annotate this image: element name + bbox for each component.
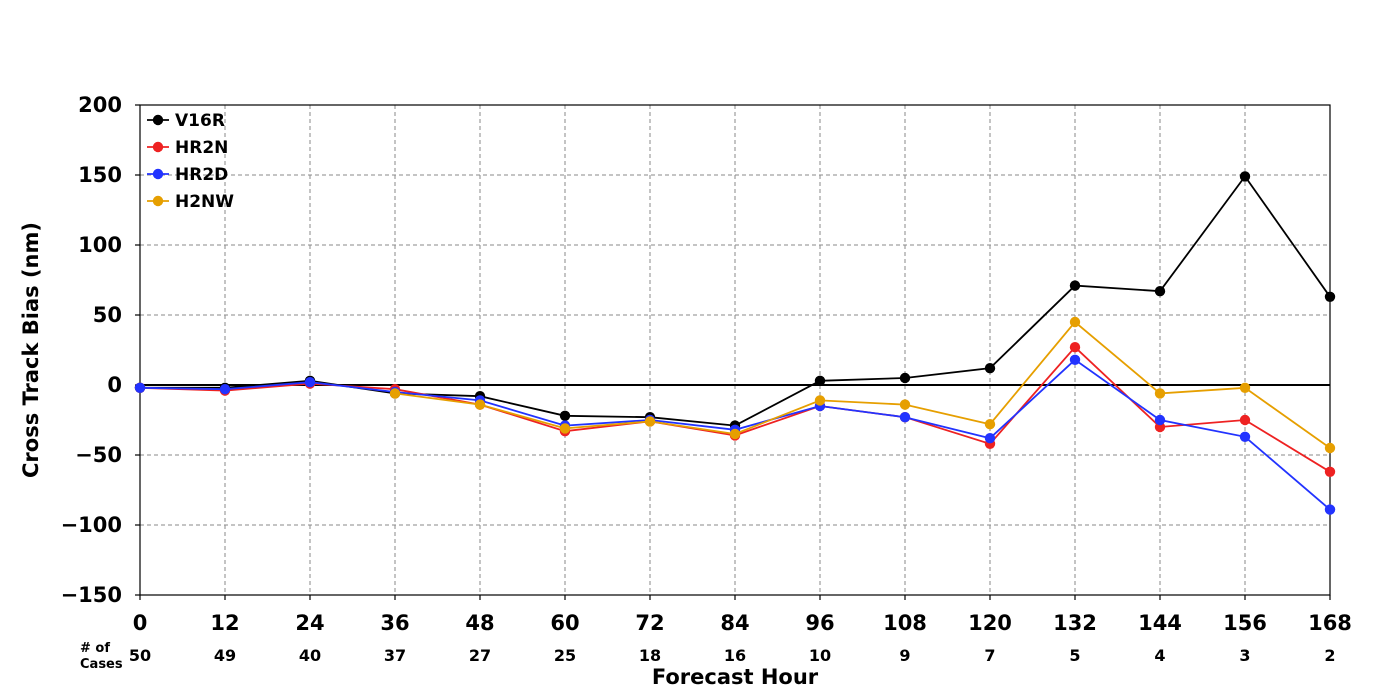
data-point — [134, 382, 146, 393]
y-tick-label: −50 — [75, 443, 122, 467]
cases-count-label: 5 — [1069, 646, 1080, 665]
data-point — [389, 388, 401, 399]
cases-count-label: 50 — [129, 646, 151, 665]
data-point — [474, 399, 486, 410]
data-point — [1154, 388, 1166, 399]
data-point — [1324, 504, 1336, 515]
y-tick-label: −100 — [61, 513, 122, 537]
legend-marker — [152, 168, 164, 180]
data-point — [899, 399, 911, 410]
cases-count-label: 18 — [639, 646, 661, 665]
x-tick-label: 24 — [295, 611, 324, 635]
data-point — [1239, 431, 1251, 442]
series-h2nw — [389, 316, 1336, 454]
data-point — [1069, 280, 1081, 291]
cases-count-label: 10 — [809, 646, 831, 665]
data-point — [1239, 414, 1251, 426]
y-axis-title: Cross Track Bias (nm) — [19, 222, 43, 478]
cases-count-label: 37 — [384, 646, 406, 665]
x-tick-label: 96 — [805, 611, 834, 635]
legend-label: V16R — [175, 111, 225, 131]
cases-count-label: 25 — [554, 646, 576, 665]
y-tick-label: 0 — [107, 373, 122, 397]
cases-count-label: 3 — [1239, 646, 1250, 665]
series-line — [394, 320, 1331, 449]
legend-label: HR2D — [175, 165, 228, 185]
x-tick-label: 156 — [1223, 611, 1267, 635]
data-point — [1239, 171, 1251, 182]
data-point — [729, 428, 741, 440]
data-point — [644, 416, 656, 427]
y-tick-label: −150 — [61, 583, 122, 607]
x-tick-label: 72 — [635, 611, 664, 635]
legend-label: H2NW — [175, 192, 234, 212]
data-point — [1324, 291, 1336, 302]
data-point — [814, 395, 826, 406]
x-tick-label: 108 — [883, 611, 927, 635]
data-point — [984, 419, 996, 430]
data-point — [984, 363, 996, 374]
axis-ticks: −150−100−5005010015020005012492440363748… — [61, 93, 1352, 665]
data-point — [984, 433, 996, 444]
legend: V16R HR2N HR2D H2NW — [147, 111, 234, 212]
x-tick-label: 84 — [720, 611, 749, 635]
legend-label: HR2N — [175, 138, 228, 158]
data-point — [899, 412, 911, 423]
cases-count-label: 9 — [899, 646, 910, 665]
data-point — [304, 377, 316, 388]
series-group — [134, 171, 1336, 515]
data-point — [899, 372, 911, 384]
y-tick-label: 200 — [78, 93, 122, 117]
x-tick-label: 144 — [1138, 611, 1182, 635]
data-point — [1324, 466, 1336, 477]
cases-count-label: 7 — [984, 646, 995, 665]
data-point — [814, 375, 826, 386]
data-point — [1324, 442, 1336, 454]
cases-count-label: 49 — [214, 646, 236, 665]
data-point — [1154, 286, 1166, 297]
y-tick-label: 150 — [78, 163, 122, 187]
cases-count-label: 2 — [1324, 646, 1335, 665]
cases-header-line1: # of — [80, 641, 110, 656]
x-axis-title: Forecast Hour — [652, 665, 819, 689]
cases-count-label: 27 — [469, 646, 491, 665]
data-point — [1239, 382, 1251, 393]
cases-count-label: 40 — [299, 646, 321, 665]
legend-marker — [152, 195, 164, 207]
y-tick-label: 50 — [93, 303, 122, 327]
x-tick-label: 36 — [380, 611, 409, 635]
y-tick-label: 100 — [78, 233, 122, 257]
data-point — [1069, 316, 1081, 328]
x-tick-label: 48 — [465, 611, 494, 635]
x-tick-label: 12 — [210, 611, 239, 635]
legend-marker — [152, 141, 164, 153]
cases-count-label: 16 — [724, 646, 746, 665]
x-tick-label: 168 — [1308, 611, 1352, 635]
legend-marker — [152, 114, 164, 126]
data-point — [1069, 354, 1081, 365]
data-point — [1069, 342, 1081, 353]
data-point — [1154, 414, 1166, 426]
x-tick-label: 120 — [968, 611, 1012, 635]
x-tick-label: 60 — [550, 611, 579, 635]
grid-lines — [140, 105, 1330, 595]
x-tick-label: 132 — [1053, 611, 1097, 635]
data-point — [559, 410, 571, 421]
cases-header-line2: Cases — [80, 657, 123, 672]
x-tick-label: 0 — [133, 611, 148, 635]
cases-count-label: 4 — [1154, 646, 1165, 665]
data-point — [219, 384, 231, 395]
data-point — [559, 423, 571, 434]
